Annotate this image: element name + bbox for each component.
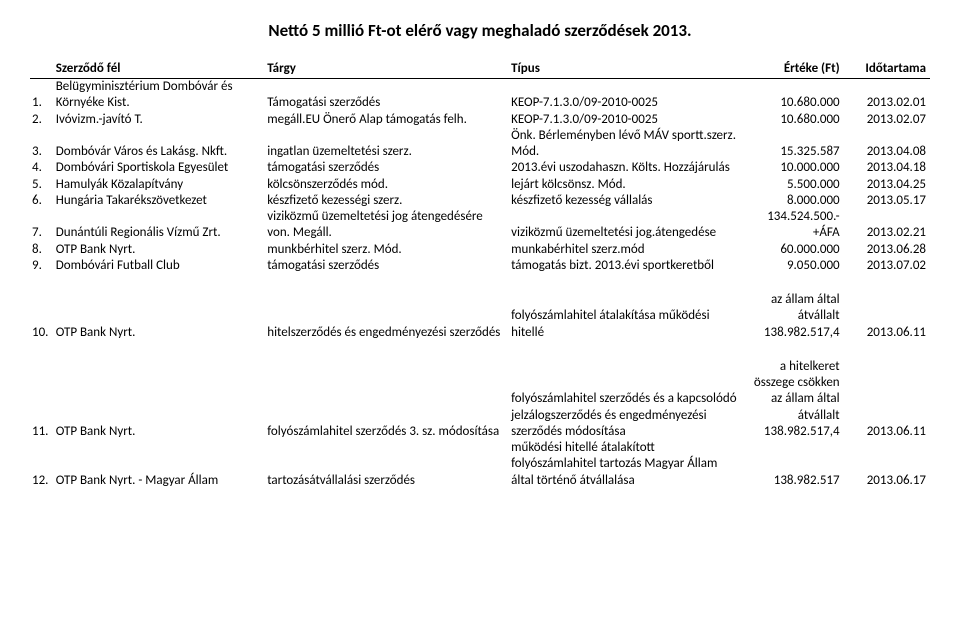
cell-party: Dunántúli Regionális Vízmű Zrt. xyxy=(54,209,266,242)
cell-subject: viziközmű üzemeltetési jog átengedésére … xyxy=(265,209,509,242)
table-row: 11. OTP Bank Nyrt. folyószámlahitel szer… xyxy=(30,359,930,440)
cell-duration: 2013.06.28 xyxy=(844,242,930,258)
cell-type: KEOP-7.1.3.0/09-2010-0025 xyxy=(509,79,746,112)
cell-duration: 2013.05.17 xyxy=(844,193,930,209)
spacer-row xyxy=(30,341,930,359)
cell-type: működési hitellé átalakított folyószámla… xyxy=(509,440,746,489)
cell-subject: tartozásátvállalási szerződés xyxy=(265,440,509,489)
cell-subject: folyószámlahitel szerződés 3. sz. módosí… xyxy=(265,359,509,440)
col-num xyxy=(30,59,54,79)
cell-value: 5.500.000 xyxy=(747,177,844,193)
table-row: 12. OTP Bank Nyrt. - Magyar Állam tartoz… xyxy=(30,440,930,489)
cell-value: 15.325.587 xyxy=(747,128,844,161)
cell-num: 9. xyxy=(30,258,54,274)
cell-party: Dombóvári Sportiskola Egyesület xyxy=(54,160,266,176)
cell-num: 11. xyxy=(30,359,54,440)
cell-subject: Támogatási szerződés xyxy=(265,79,509,112)
col-duration: Időtartama xyxy=(844,59,930,79)
cell-num: 3. xyxy=(30,128,54,161)
col-party: Szerződő fél xyxy=(54,59,266,79)
cell-party: Hungária Takarékszövetkezet xyxy=(54,193,266,209)
cell-num: 5. xyxy=(30,177,54,193)
table-row: 9. Dombóvári Futball Club támogatási sze… xyxy=(30,258,930,274)
cell-type: viziközmű üzemeltetési jog.átengedése xyxy=(509,209,746,242)
col-subject: Tárgy xyxy=(265,59,509,79)
cell-value: 10.680.000 xyxy=(747,79,844,112)
cell-num: 4. xyxy=(30,160,54,176)
contracts-table: Szerződő fél Tárgy Típus Értéke (Ft) Idő… xyxy=(30,59,930,489)
table-row: 10. OTP Bank Nyrt. hitelszerződés és eng… xyxy=(30,292,930,341)
col-type: Típus xyxy=(509,59,746,79)
cell-type: 2013.évi uszodahaszn. Költs. Hozzájárulá… xyxy=(509,160,746,176)
cell-type: lejárt kölcsönsz. Mód. xyxy=(509,177,746,193)
cell-value: 134.524.500.-+ÁFA xyxy=(747,209,844,242)
cell-duration: 2013.02.07 xyxy=(844,112,930,128)
table-row: 5. Hamulyák Közalapítvány kölcsönszerződ… xyxy=(30,177,930,193)
table-row: 1. Belügyminisztérium Dombóvár és Környé… xyxy=(30,79,930,112)
cell-duration: 2013.02.01 xyxy=(844,79,930,112)
cell-value: a hitelkeret összege csökken az állam ál… xyxy=(747,359,844,440)
cell-type: KEOP-7.1.3.0/09-2010-0025 xyxy=(509,112,746,128)
cell-type: folyószámlahitel átalakítása működési hi… xyxy=(509,292,746,341)
cell-num: 10. xyxy=(30,292,54,341)
cell-num: 7. xyxy=(30,209,54,242)
cell-duration: 2013.04.18 xyxy=(844,160,930,176)
cell-num: 2. xyxy=(30,112,54,128)
cell-duration: 2013.02.21 xyxy=(844,209,930,242)
cell-duration: 2013.07.02 xyxy=(844,258,930,274)
cell-value: 8.000.000 xyxy=(747,193,844,209)
cell-duration: 2013.04.25 xyxy=(844,177,930,193)
cell-subject: hitelszerződés és engedményezési szerződ… xyxy=(265,292,509,341)
col-value: Értéke (Ft) xyxy=(747,59,844,79)
cell-subject: támogatási szerződés xyxy=(265,160,509,176)
cell-type: munkabérhitel szerz.mód xyxy=(509,242,746,258)
cell-type: támogatás bizt. 2013.évi sportkeretből xyxy=(509,258,746,274)
table-row: 3. Dombóvár Város és Lakásg. Nkft. ingat… xyxy=(30,128,930,161)
cell-party: Belügyminisztérium Dombóvár és Környéke … xyxy=(54,79,266,112)
cell-subject: megáll.EU Önerő Alap támogatás felh. xyxy=(265,112,509,128)
cell-party: Ivóvizm.-javító T. xyxy=(54,112,266,128)
cell-party: Dombóvári Futball Club xyxy=(54,258,266,274)
cell-duration: 2013.04.08 xyxy=(844,128,930,161)
cell-value: 60.000.000 xyxy=(747,242,844,258)
table-row: 6. Hungária Takarékszövetkezet készfizet… xyxy=(30,193,930,209)
cell-duration: 2013.06.11 xyxy=(844,292,930,341)
cell-type: készfizető kezesség vállalás xyxy=(509,193,746,209)
table-row: 7. Dunántúli Regionális Vízmű Zrt. vizik… xyxy=(30,209,930,242)
cell-subject: készfizető kezességi szerz. xyxy=(265,193,509,209)
cell-party: Hamulyák Közalapítvány xyxy=(54,177,266,193)
cell-party: OTP Bank Nyrt. xyxy=(54,292,266,341)
cell-subject: ingatlan üzemeltetési szerz. xyxy=(265,128,509,161)
cell-subject: kölcsönszerződés mód. xyxy=(265,177,509,193)
cell-type: folyószámlahitel szerződés és a kapcsoló… xyxy=(509,359,746,440)
cell-num: 6. xyxy=(30,193,54,209)
cell-party: OTP Bank Nyrt. xyxy=(54,242,266,258)
cell-duration: 2013.06.17 xyxy=(844,440,930,489)
cell-duration: 2013.06.11 xyxy=(844,359,930,440)
cell-value: 9.050.000 xyxy=(747,258,844,274)
cell-value: 10.000.000 xyxy=(747,160,844,176)
cell-subject: támogatási szerződés xyxy=(265,258,509,274)
cell-num: 8. xyxy=(30,242,54,258)
cell-value: az állam által átvállalt 138.982.517,4 xyxy=(747,292,844,341)
cell-value: 138.982.517 xyxy=(747,440,844,489)
cell-party: OTP Bank Nyrt. xyxy=(54,359,266,440)
table-row: 4. Dombóvári Sportiskola Egyesület támog… xyxy=(30,160,930,176)
cell-num: 12. xyxy=(30,440,54,489)
cell-subject: munkbérhitel szerz. Mód. xyxy=(265,242,509,258)
table-row: 2. Ivóvizm.-javító T. megáll.EU Önerő Al… xyxy=(30,112,930,128)
cell-num: 1. xyxy=(30,79,54,112)
cell-party: Dombóvár Város és Lakásg. Nkft. xyxy=(54,128,266,161)
cell-type: Önk. Bérleményben lévő MÁV sportt.szerz.… xyxy=(509,128,746,161)
cell-value: 10.680.000 xyxy=(747,112,844,128)
table-row: 8. OTP Bank Nyrt. munkbérhitel szerz. Mó… xyxy=(30,242,930,258)
spacer-row xyxy=(30,274,930,292)
page-title: Nettó 5 millió Ft-ot elérő vagy meghalad… xyxy=(30,20,930,41)
table-header-row: Szerződő fél Tárgy Típus Értéke (Ft) Idő… xyxy=(30,59,930,79)
cell-party: OTP Bank Nyrt. - Magyar Állam xyxy=(54,440,266,489)
